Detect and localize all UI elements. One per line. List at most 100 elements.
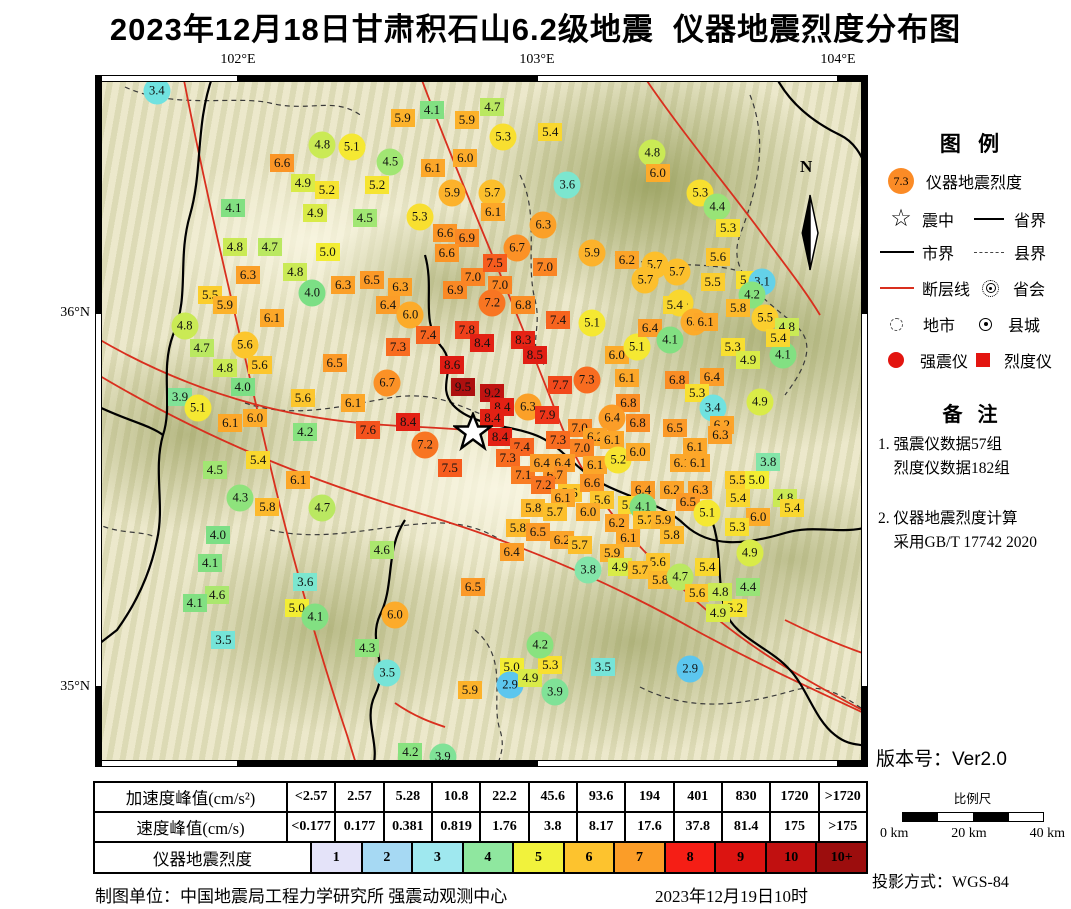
intensity-marker: 7.2 <box>411 431 439 459</box>
intensity-marker: 8.4 <box>396 412 421 431</box>
intensity-marker: 4.8 <box>283 263 308 282</box>
intensity-marker: 7.4 <box>546 310 571 329</box>
legend-epicenter-label: 震中 <box>922 212 955 230</box>
epicenter-star-icon: ☆ <box>890 206 912 232</box>
intensity-marker: 4.8 <box>308 131 336 159</box>
legend-prefecture-label: 地市 <box>923 318 956 335</box>
legend-row-city-county: 市界 县界 <box>880 240 1046 264</box>
intensity-marker: 4.1 <box>198 553 223 572</box>
table-row-label: 速度峰值(cm/s) <box>93 811 288 843</box>
intensity-marker: 4.2 <box>738 281 766 309</box>
intensity-marker: 6.5 <box>322 353 347 372</box>
table-cell: 194 <box>624 781 675 813</box>
intensity-marker: 4.8 <box>212 358 237 377</box>
note-line-1: 1. 强震仪数据57组 <box>878 436 1003 453</box>
scale-40km: 40 km <box>1029 826 1065 841</box>
scale-bar <box>902 812 1044 822</box>
intensity-marker: 6.3 <box>529 211 557 239</box>
intensity-marker: 5.3 <box>538 656 563 675</box>
intensity-marker: 5.0 <box>499 657 524 676</box>
intensity-marker: 5.8 <box>255 497 280 516</box>
intensity-marker: 5.0 <box>744 470 769 489</box>
map-frame-segment <box>238 75 537 82</box>
intensity-marker: 4.0 <box>230 378 255 397</box>
table-cell: 1.76 <box>479 811 530 843</box>
intensity-marker: 4.7 <box>480 97 505 116</box>
map-frame-segment <box>95 313 102 687</box>
legend-fault-label: 断层线 <box>922 282 971 299</box>
intensity-marker: 8.4 <box>488 427 513 446</box>
intensity-marker: 4.3 <box>355 638 380 657</box>
province-boundary-icon <box>974 217 1004 220</box>
lon-label-102e: 102°E <box>220 52 256 67</box>
intensity-marker: 4.6 <box>205 585 230 604</box>
page-title: 2023年12月18日甘肃积石山6.2级地震 仪器地震烈度分布图 <box>109 12 962 47</box>
legend-title: 图 例 <box>939 132 1006 156</box>
intensity-marker: 5.7 <box>663 258 691 286</box>
map-frame-segment <box>537 760 838 767</box>
intensity-marker: 4.7 <box>257 238 282 257</box>
intensity-marker: 6.5 <box>525 522 550 541</box>
intensity-marker: 6.4 <box>638 319 662 338</box>
legend-province-label: 省界 <box>1014 212 1047 230</box>
table-cell: 0.177 <box>334 811 385 843</box>
intensity-marker: 6.0 <box>746 508 771 527</box>
lat-label-35n: 35°N <box>60 679 90 694</box>
provincial-capital-icon <box>982 279 999 297</box>
intensity-marker: 6.0 <box>381 601 409 629</box>
map-frame-segment <box>861 687 868 767</box>
intensity-marker: 4.5 <box>202 461 227 480</box>
table-cell: 8.17 <box>575 811 627 843</box>
scale-0km: 0 km <box>880 826 909 841</box>
intensity-marker: 6.8 <box>625 414 650 433</box>
intensity-marker: 6.1 <box>341 394 366 412</box>
intensity-marker: 6.0 <box>645 164 670 183</box>
intensity-marker: 4.3 <box>226 484 254 512</box>
table-cell: 9 <box>714 841 767 874</box>
north-arrow <box>801 194 819 271</box>
intensity-marker: 4.1 <box>301 603 329 631</box>
intensity-marker: 8.4 <box>480 409 505 428</box>
intensity-marker: 4.8 <box>708 582 733 601</box>
intensity-marker: 6.9 <box>454 229 479 248</box>
intensity-marker: 4.2 <box>526 631 554 659</box>
table-cell: >175 <box>817 811 868 843</box>
intensity-marker: 6.2 <box>614 250 639 269</box>
lon-label-103e: 103°E <box>519 52 555 67</box>
intensity-marker: 6.5 <box>675 492 700 511</box>
intensity-marker: 4.6 <box>369 540 394 559</box>
intensity-marker: 5.3 <box>489 123 517 151</box>
intensity-marker: 9.2 <box>480 384 505 403</box>
table-cell: 10.8 <box>430 781 482 813</box>
intensity-marker: 6.5 <box>662 418 687 437</box>
intensity-marker: 6.2 <box>604 513 629 532</box>
intensity-marker: 6.4 <box>529 454 554 473</box>
intensity-marker: 5.4 <box>538 122 563 141</box>
intensity-marker: 3.8 <box>756 452 781 471</box>
intensity-marker: 4.9 <box>290 173 315 192</box>
scale-20km: 20 km <box>951 826 987 841</box>
prefecture-city-icon <box>890 317 903 331</box>
intensity-marker: 6.1 <box>614 369 639 388</box>
footer-agency: 制图单位：中国地震局工程力学研究所 强震动观测中心 <box>95 887 508 906</box>
intensity-marker: 6.6 <box>433 223 458 242</box>
intensity-marker: 5.1 <box>623 333 651 361</box>
table-cell: 3 <box>411 841 464 874</box>
intensity-map[interactable]: N 3.4 5.9 4.1 5.9 4.8 5.1 4.5 6.0 6.1 6.6 4.9 5.2 5.… <box>95 75 868 767</box>
intensity-marker: 7.3 <box>546 430 571 449</box>
intensity-marker: 5.8 <box>648 571 673 590</box>
intensity-marker: 5.2 <box>365 176 390 195</box>
intensity-marker: 6.1 <box>481 203 506 222</box>
intensity-marker: 3.6 <box>553 171 581 199</box>
legend-row-prefecture-countyseat: 地市 县城 <box>890 312 1040 336</box>
table-row-label: 仪器地震烈度 <box>93 841 312 874</box>
intensity-marker: 4.2 <box>398 742 423 761</box>
table-cell: 37.8 <box>672 811 723 843</box>
intensity-color-row: 仪器地震烈度 1 2 3 4 5 6 7 8 9 10 10+ <box>93 841 869 874</box>
epicenter-star <box>451 410 495 452</box>
scale-bar-labels: 0 km 20 km 40 km <box>880 826 1065 842</box>
intensity-marker: 4.4 <box>703 193 731 221</box>
intensity-marker: 6.4 <box>499 542 524 561</box>
map-frame-segment <box>95 760 238 767</box>
intensity-marker: 7.3 <box>495 448 520 467</box>
